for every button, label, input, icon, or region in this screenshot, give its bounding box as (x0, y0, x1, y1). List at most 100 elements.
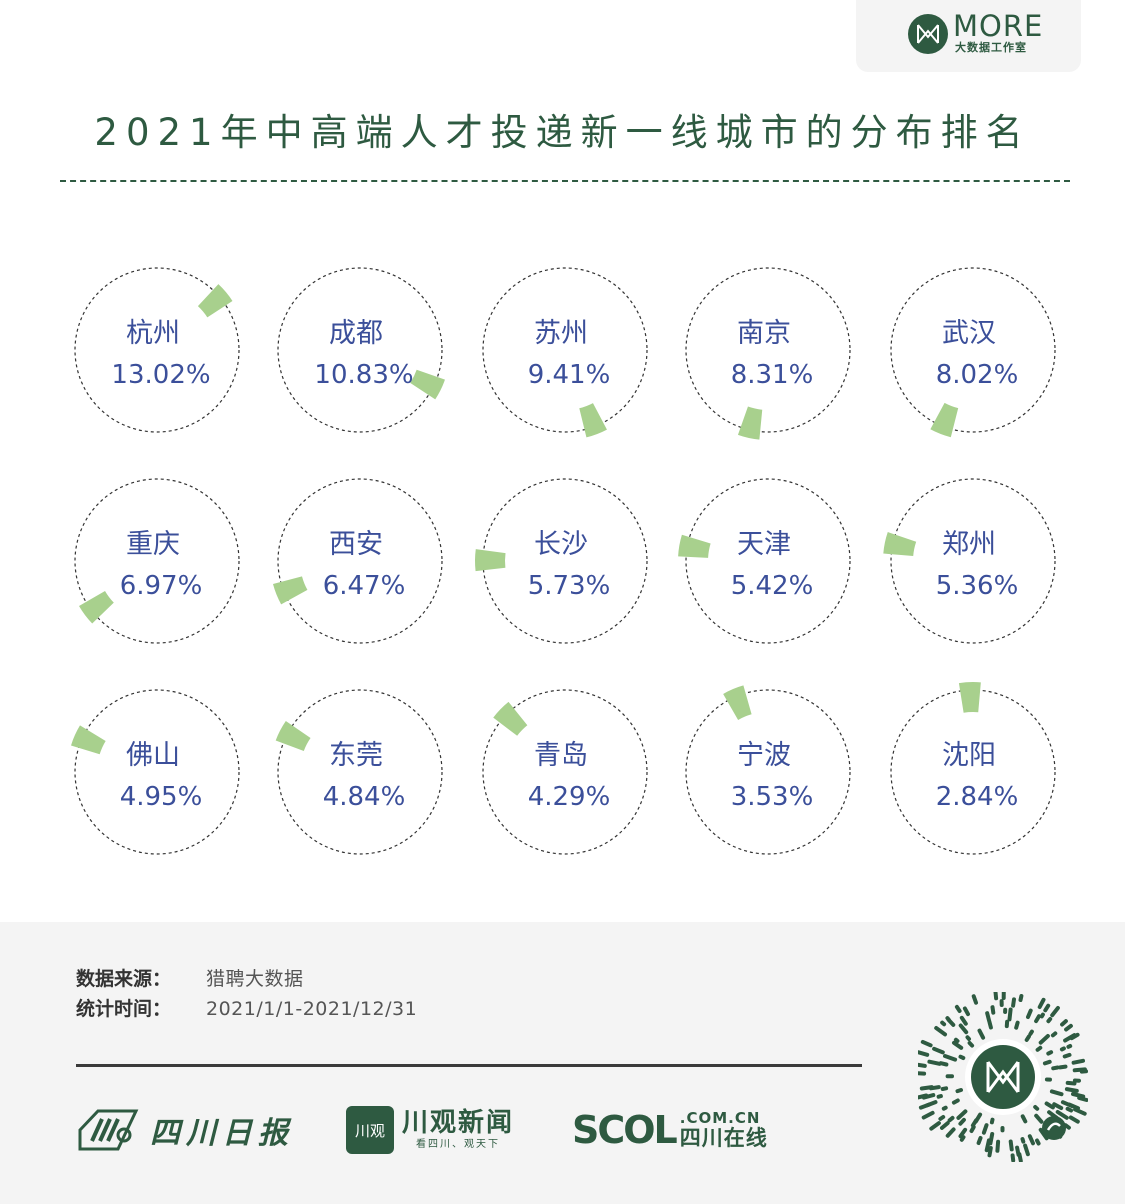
page-title: 2021年中高端人才投递新一线城市的分布排名 (94, 111, 1031, 154)
brand-subtitle: 大数据工作室 (955, 41, 1027, 54)
radial-bar-chart: 杭州 13.02% 成都 10.83% 苏州 9.41% 南京 8.31% 武汉 8.02% 重庆 6… (71, 267, 1056, 855)
city-value: 4.84% (323, 782, 406, 812)
city-item: 郑州 5.36% (883, 478, 1056, 644)
value-wedge (493, 701, 528, 736)
city-ring (890, 689, 1056, 855)
sichuan-ribao-logo: 四川日报 (76, 1102, 294, 1158)
city-ring (277, 267, 443, 433)
city-name: 青岛 (534, 740, 588, 771)
more-logo-icon (908, 14, 948, 54)
city-name: 沈阳 (942, 740, 996, 771)
city-value: 6.97% (120, 571, 203, 601)
city-ring (74, 689, 240, 855)
period-row: 统计时间： 2021/1/1-2021/12/31 (76, 995, 417, 1023)
city-item: 成都 10.83% (277, 267, 445, 433)
city-ring (74, 267, 240, 433)
city-value: 3.53% (731, 782, 814, 812)
city-ring (74, 478, 240, 644)
sichuan-ribao-emblem-icon (78, 1109, 139, 1151)
city-ring (890, 478, 1056, 644)
sichuan-ribao-name: 四川日报 (150, 1116, 294, 1151)
value-wedge (475, 549, 506, 572)
city-value: 2.84% (936, 782, 1019, 812)
city-value: 5.73% (528, 571, 611, 601)
chuanguan-slogan: 看四川、观天下 (416, 1139, 500, 1150)
brand-tab (856, 0, 1081, 72)
city-item: 青岛 4.29% (482, 689, 648, 855)
brand-title: MORE (953, 9, 1044, 43)
city-item: 南京 8.31% (685, 267, 851, 440)
period-value: 2021/1/1-2021/12/31 (206, 998, 418, 1020)
scol-logo: SCOL .COM.CN 四川在线 (572, 1102, 768, 1158)
city-item: 苏州 9.41% (482, 267, 648, 438)
city-value: 4.95% (120, 782, 203, 812)
value-wedge (197, 284, 233, 318)
chuanguan-box: 川观 (346, 1106, 394, 1154)
city-name: 佛山 (126, 740, 180, 771)
city-item: 重庆 6.97% (74, 478, 240, 644)
data-source-label: 数据来源： (76, 968, 172, 990)
city-value: 8.31% (731, 360, 814, 390)
city-value: 10.83% (314, 360, 413, 390)
value-wedge (275, 721, 311, 751)
city-ring (482, 689, 648, 855)
value-wedge (79, 590, 114, 624)
brand-text: MORE 大数据工作室 (953, 10, 1063, 54)
city-name: 东莞 (329, 740, 383, 771)
period-label: 统计时间： (76, 998, 172, 1020)
city-name: 郑州 (942, 529, 996, 560)
value-wedge (272, 576, 308, 605)
city-name: 苏州 (534, 318, 588, 349)
city-item: 西安 6.47% (272, 478, 443, 644)
city-value: 9.41% (528, 360, 611, 390)
value-wedge (71, 725, 106, 755)
city-name: 天津 (737, 529, 791, 560)
city-ring (277, 689, 443, 855)
value-wedge (958, 682, 981, 713)
city-item: 沈阳 2.84% (890, 682, 1056, 855)
qr-code-icon (918, 992, 1088, 1162)
city-item: 东莞 4.84% (275, 689, 443, 855)
city-name: 重庆 (126, 529, 180, 560)
city-name: 武汉 (942, 318, 996, 349)
footer-divider (76, 1064, 862, 1067)
city-name: 西安 (329, 529, 383, 560)
city-value: 5.42% (731, 571, 814, 601)
value-wedge (883, 532, 917, 557)
value-wedge (410, 369, 445, 400)
city-ring (685, 689, 851, 855)
city-name: 成都 (329, 318, 383, 349)
city-item: 天津 5.42% (678, 478, 851, 644)
city-ring (482, 267, 648, 433)
city-ring (685, 267, 851, 433)
value-wedge (723, 685, 752, 720)
value-wedge (737, 406, 763, 440)
data-source-value: 猎聘大数据 (206, 968, 304, 990)
chuanguan-logo: 川观 川观新闻 看四川、观天下 (346, 1102, 514, 1158)
scol-mark: SCOL (572, 1108, 678, 1152)
city-ring (890, 267, 1056, 433)
city-ring (685, 478, 851, 644)
city-name: 宁波 (737, 740, 791, 771)
city-item: 杭州 13.02% (74, 267, 240, 433)
value-wedge (678, 534, 711, 558)
scol-domain: .COM.CN (679, 1109, 761, 1127)
scol-cn-name: 四川在线 (679, 1126, 768, 1150)
city-value: 8.02% (936, 360, 1019, 390)
city-name: 长沙 (534, 529, 588, 560)
city-item: 长沙 5.73% (475, 478, 648, 644)
city-value: 6.47% (323, 571, 406, 601)
city-name: 南京 (737, 318, 791, 349)
city-item: 武汉 8.02% (890, 267, 1056, 438)
title-divider (60, 180, 1070, 182)
city-name: 杭州 (126, 318, 180, 349)
data-source-row: 数据来源： 猎聘大数据 (76, 965, 304, 993)
city-item: 佛山 4.95% (71, 689, 240, 855)
value-wedge (930, 402, 959, 438)
chuanguan-name: 川观新闻 (402, 1108, 515, 1138)
city-value: 13.02% (111, 360, 210, 390)
value-wedge (579, 403, 607, 438)
city-ring (277, 478, 443, 644)
city-value: 4.29% (528, 782, 611, 812)
city-value: 5.36% (936, 571, 1019, 601)
